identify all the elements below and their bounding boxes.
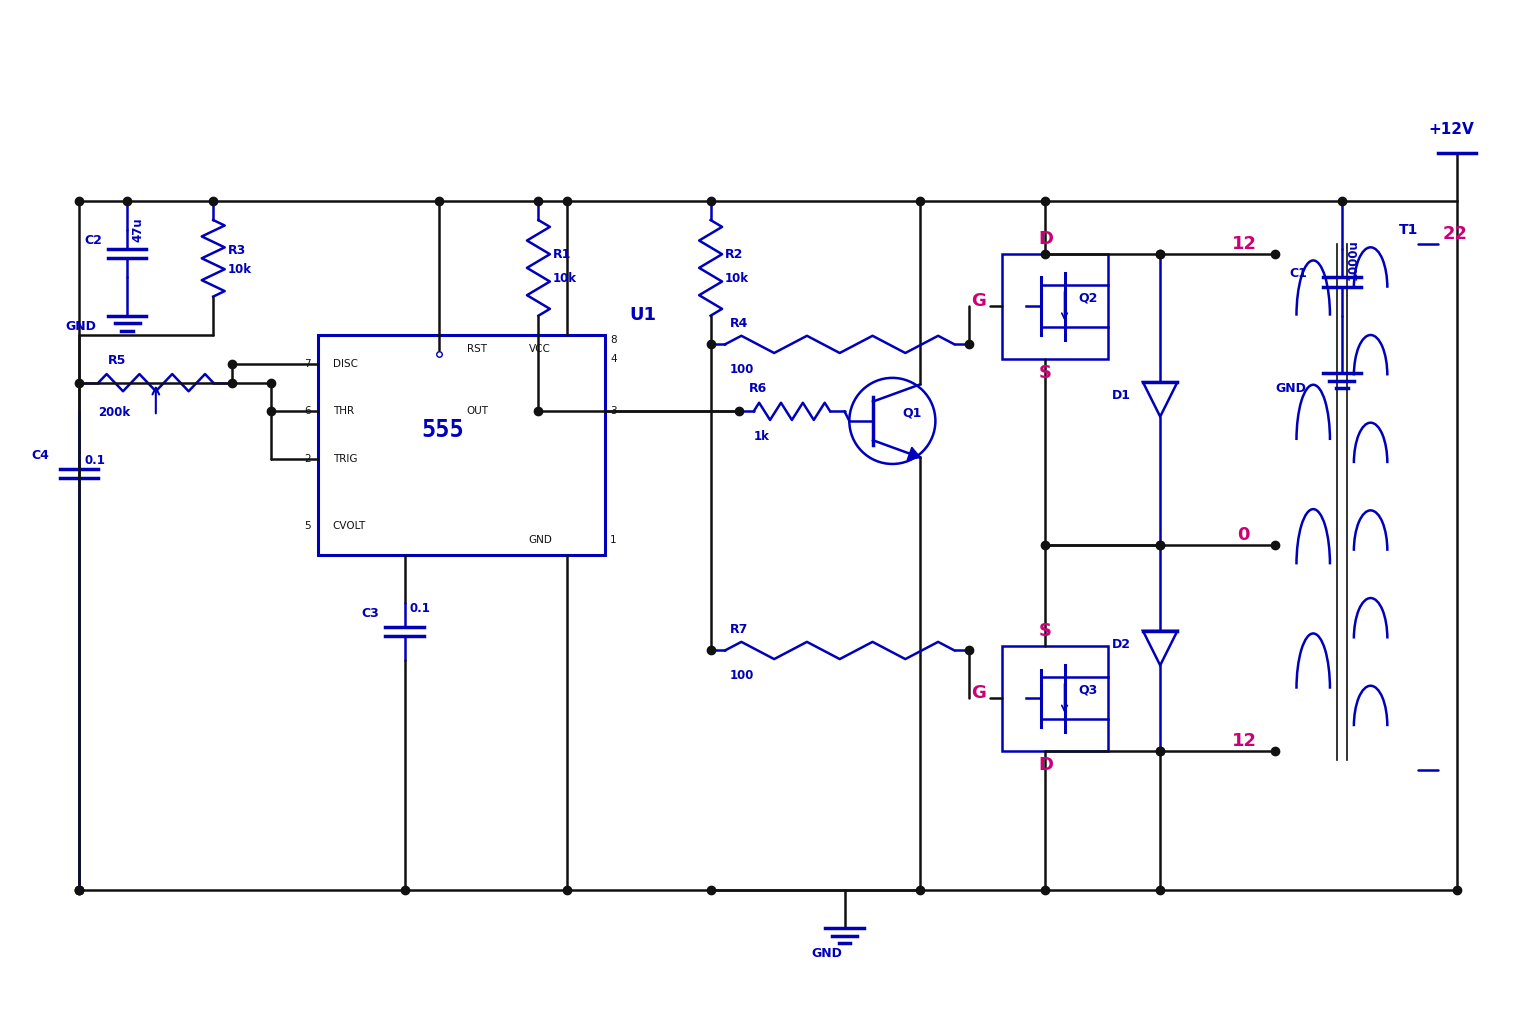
Text: S: S <box>1038 364 1052 382</box>
Text: 1000u: 1000u <box>1347 239 1359 281</box>
Text: 100: 100 <box>730 363 754 376</box>
Text: GND: GND <box>528 535 553 546</box>
Text: 1k: 1k <box>754 430 770 443</box>
Text: 0.1: 0.1 <box>409 602 430 615</box>
Text: C1: C1 <box>1289 268 1307 281</box>
Text: 555: 555 <box>421 419 464 442</box>
Text: 3: 3 <box>610 407 617 417</box>
Text: G: G <box>971 684 986 703</box>
Text: GND: GND <box>811 946 842 959</box>
Text: 22: 22 <box>1442 225 1467 243</box>
Text: GND: GND <box>1275 382 1306 395</box>
Bar <box>1003 646 1107 751</box>
Text: R6: R6 <box>750 382 766 395</box>
Text: 5: 5 <box>304 521 310 531</box>
Text: 10k: 10k <box>725 272 750 285</box>
Bar <box>318 335 605 555</box>
Text: 1: 1 <box>610 535 617 546</box>
Text: D: D <box>1038 756 1052 774</box>
Text: C3: C3 <box>361 607 379 620</box>
Text: R4: R4 <box>730 317 748 331</box>
Text: VCC: VCC <box>528 344 551 354</box>
Text: Q3: Q3 <box>1078 683 1098 697</box>
Text: C4: C4 <box>31 449 49 462</box>
Text: R3: R3 <box>227 243 246 257</box>
Text: 7: 7 <box>304 359 310 368</box>
Text: 10k: 10k <box>227 263 252 276</box>
Text: C2: C2 <box>84 234 101 247</box>
Text: TRIG: TRIG <box>333 454 358 464</box>
Text: R1: R1 <box>553 248 571 262</box>
Text: 100: 100 <box>730 669 754 682</box>
Text: Q2: Q2 <box>1078 291 1098 304</box>
Text: CVOLT: CVOLT <box>333 521 366 531</box>
Text: 6: 6 <box>304 407 310 417</box>
Text: 10k: 10k <box>553 272 578 285</box>
Text: R5: R5 <box>108 354 126 366</box>
Text: 0: 0 <box>1236 526 1249 545</box>
Text: GND: GND <box>65 320 95 333</box>
Text: RST: RST <box>467 344 487 354</box>
Text: D1: D1 <box>1112 389 1132 403</box>
Text: OUT: OUT <box>467 407 488 417</box>
Text: G: G <box>971 292 986 310</box>
Text: 8: 8 <box>610 335 617 345</box>
Text: 12: 12 <box>1232 234 1256 252</box>
Text: DISC: DISC <box>333 359 358 368</box>
Text: T1: T1 <box>1399 223 1419 237</box>
Text: +12V: +12V <box>1428 122 1473 137</box>
Text: R7: R7 <box>730 624 748 636</box>
Text: D: D <box>1038 230 1052 248</box>
Text: 2: 2 <box>304 454 310 464</box>
Text: D2: D2 <box>1112 638 1132 651</box>
Text: 200k: 200k <box>98 407 131 419</box>
Text: Q1: Q1 <box>902 407 922 419</box>
Text: R2: R2 <box>725 248 743 262</box>
Text: 12: 12 <box>1232 732 1256 750</box>
Text: THR: THR <box>333 407 353 417</box>
Polygon shape <box>908 447 920 460</box>
Bar <box>1003 254 1107 359</box>
Text: S: S <box>1038 623 1052 640</box>
Text: 4: 4 <box>610 354 617 364</box>
Text: U1: U1 <box>630 306 656 324</box>
Text: 47u: 47u <box>132 218 144 242</box>
Text: 0.1: 0.1 <box>84 454 104 467</box>
